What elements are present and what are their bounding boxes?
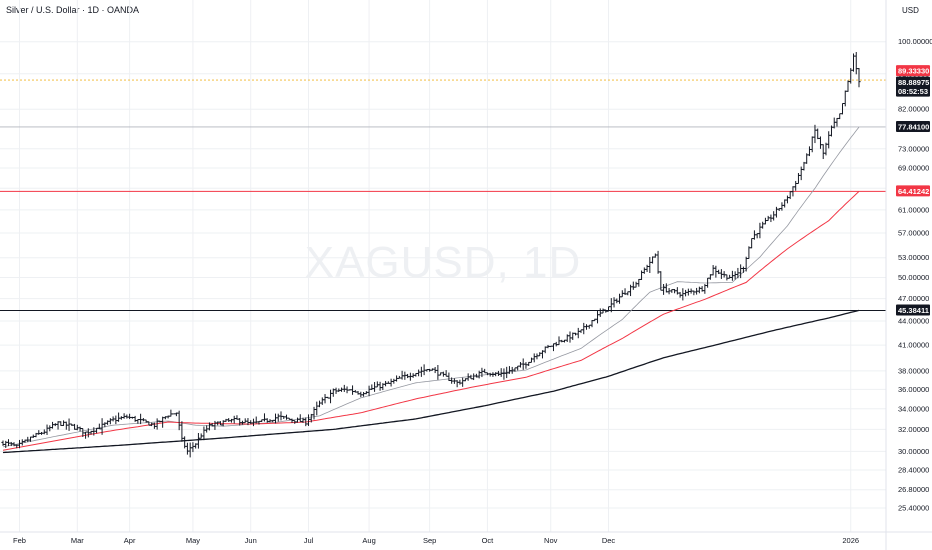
last-price-tag: 89.33330 <box>898 67 929 76</box>
ohlc-bars <box>1 52 861 458</box>
x-tick-label: Apr <box>124 536 136 545</box>
x-tick-label: Jul <box>304 536 314 545</box>
y-tick-label: 100.00000 <box>898 37 932 46</box>
y-tick-label: 38.00000 <box>898 366 929 375</box>
y-tick-label: 34.00000 <box>898 404 929 413</box>
currency-label: USD <box>902 6 919 15</box>
x-tick-label: Dec <box>602 536 616 545</box>
symbol-watermark: XAGUSD, 1D <box>304 238 582 287</box>
time-axis[interactable]: Feb Mar Apr May Jun Jul Aug Sep Oct Nov Dec 2026 <box>13 536 859 545</box>
y-tick-label: 26.80000 <box>898 485 929 494</box>
x-tick-label: Mar <box>71 536 84 545</box>
y-tick-label: 41.00000 <box>898 341 929 350</box>
level-tag-bg <box>896 304 930 316</box>
x-tick-label: Sep <box>423 536 436 545</box>
ma-fast-line <box>2 126 860 448</box>
chart-title: Silver / U.S. Dollar · 1D · OANDA <box>6 5 140 15</box>
x-tick-label: Feb <box>13 536 26 545</box>
countdown-label: 08:52:53 <box>898 87 928 96</box>
x-tick-label: Oct <box>482 536 495 545</box>
level-tag-bg <box>896 120 930 132</box>
y-tick-label: 28.40000 <box>898 466 929 475</box>
level-tag: 45.38411 <box>898 306 929 315</box>
level-tag: 77.84100 <box>898 122 929 131</box>
y-tick-label: 82.00000 <box>898 105 929 114</box>
price-tags: 77.84100 64.41242 45.38411 89.33330 88.88975… <box>896 65 930 316</box>
y-tick-label: 30.00000 <box>898 447 929 456</box>
price-axis[interactable]: 100.0000091.0000082.0000073.0000069.0000… <box>898 37 932 512</box>
reference-price-tag-bg <box>896 76 930 97</box>
y-tick-label: 44.00000 <box>898 317 929 326</box>
y-tick-label: 50.00000 <box>898 273 929 282</box>
y-tick-label: 69.00000 <box>898 163 929 172</box>
y-tick-label: 32.00000 <box>898 425 929 434</box>
y-tick-label: 36.00000 <box>898 385 929 394</box>
last-price-tag-bg <box>896 65 930 77</box>
x-tick-label: May <box>186 536 200 545</box>
reference-price-tag: 88.88975 <box>898 78 929 87</box>
x-tick-label: Aug <box>362 536 375 545</box>
y-tick-label: 73.00000 <box>898 144 929 153</box>
y-tick-label: 53.00000 <box>898 253 929 262</box>
level-tag-bg <box>896 185 930 197</box>
y-tick-label: 47.00000 <box>898 294 929 303</box>
y-tick-label: 61.00000 <box>898 205 929 214</box>
y-tick-label: 25.40000 <box>898 504 929 513</box>
moving-averages <box>2 126 860 454</box>
x-tick-label: 2026 <box>842 536 859 545</box>
ma-slow-line <box>2 309 860 454</box>
y-tick-label: 57.00000 <box>898 228 929 237</box>
ma-mid-line <box>2 191 860 451</box>
level-tag: 64.41242 <box>898 187 929 196</box>
x-tick-label: Jun <box>245 536 257 545</box>
x-tick-label: Nov <box>544 536 558 545</box>
horizontal-levels[interactable] <box>0 79 886 312</box>
